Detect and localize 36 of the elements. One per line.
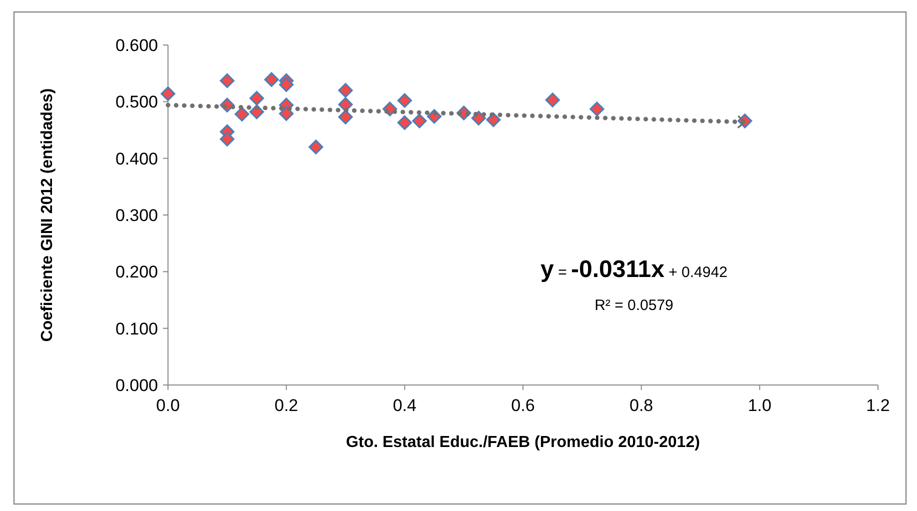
point xyxy=(279,106,294,121)
point xyxy=(338,83,353,98)
point xyxy=(249,90,264,106)
y-tick-label: 0.300 xyxy=(115,206,158,225)
x-tick-label: 1.0 xyxy=(748,396,772,415)
point xyxy=(545,92,560,108)
x-tick-label: 1.2 xyxy=(866,396,890,415)
point xyxy=(279,77,294,92)
point xyxy=(220,132,234,146)
point xyxy=(308,140,324,154)
point xyxy=(412,114,427,128)
y-tick-label: 0.100 xyxy=(115,319,158,338)
point xyxy=(590,102,604,116)
y-axis-title: Coeficiente GINI 2012 (entidades) xyxy=(39,88,56,342)
point xyxy=(338,97,353,112)
point xyxy=(338,110,353,124)
point xyxy=(397,115,412,130)
point xyxy=(160,86,176,102)
x-axis-title: Gto. Estatal Educ./FAEB (Promedio 2010-2012) xyxy=(346,434,700,451)
point xyxy=(264,72,279,87)
x-tick-label: 0.8 xyxy=(630,396,654,415)
x-tick-label: 0.6 xyxy=(511,396,535,415)
y-tick-label: 0.500 xyxy=(115,92,158,112)
annotation: R² = 0.0579 xyxy=(594,297,674,314)
point xyxy=(220,73,234,88)
annotation: y = -0.0311x + 0.4942 xyxy=(540,256,728,283)
x-tick-label: 0.4 xyxy=(392,396,416,415)
y-tick-label: 0.000 xyxy=(115,376,158,395)
point xyxy=(397,93,412,108)
y-tick-label: 0.400 xyxy=(115,149,158,168)
y-tick-label: 0.600 xyxy=(115,36,158,55)
point xyxy=(234,106,250,122)
x-tick-label: 0.2 xyxy=(274,396,298,415)
y-tick-label: 0.200 xyxy=(115,262,158,282)
x-tick-label: 0.0 xyxy=(156,396,180,415)
point xyxy=(486,112,501,128)
